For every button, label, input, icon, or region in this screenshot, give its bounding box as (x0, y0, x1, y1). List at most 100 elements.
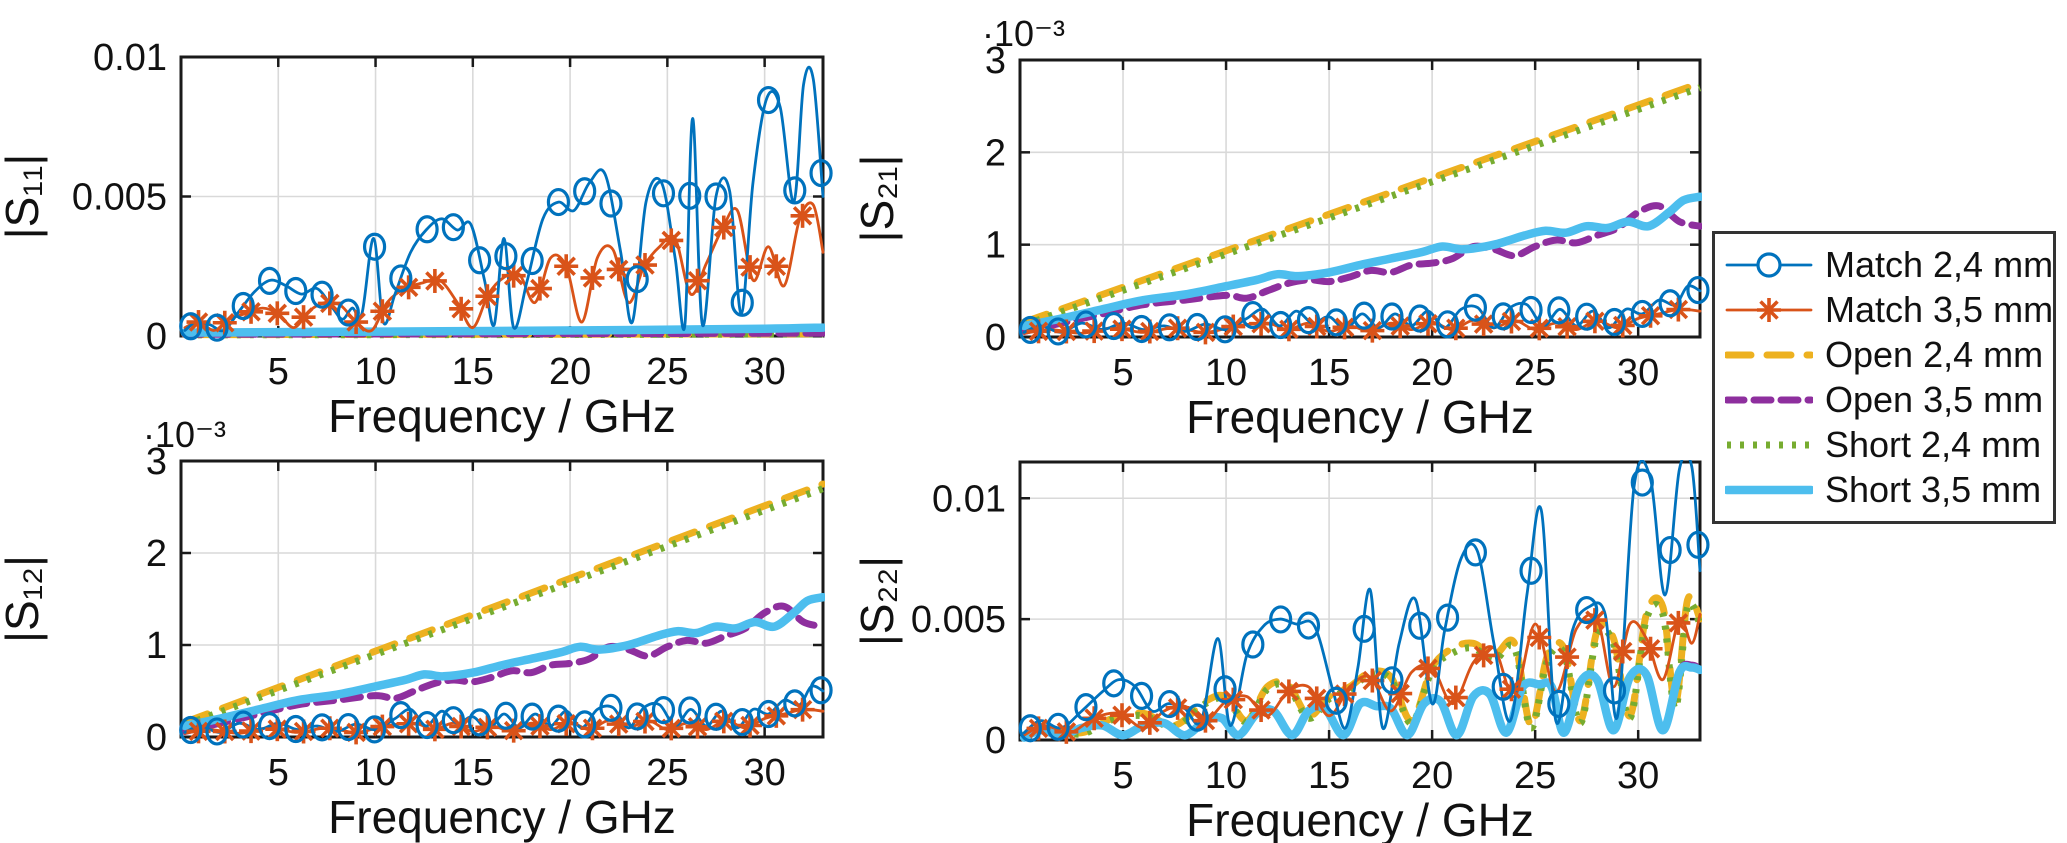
asterisk-marker (738, 255, 763, 280)
asterisk-marker (1137, 710, 1162, 735)
circle-marker (546, 187, 571, 217)
x-tick-label: 10 (354, 351, 396, 393)
x-tick-label: 5 (1112, 755, 1133, 797)
s12-series (180, 480, 825, 735)
panel-s21: 5 10 15 20 25 30 0 1 2 3 Frequency / GHz |S₂₁| ·10⁻³ (851, 13, 1710, 443)
x-tick-label: 30 (743, 351, 785, 393)
circle-marker (678, 181, 702, 210)
x-tick-label: 30 (1617, 352, 1659, 394)
asterisk-marker (659, 228, 684, 253)
y-tick-label: 2 (985, 132, 1006, 174)
circle-marker (520, 702, 544, 731)
y-tick-label: 1 (985, 225, 1006, 267)
circle-marker (1463, 538, 1487, 567)
asterisk-marker (1638, 636, 1663, 661)
circle-marker (1463, 293, 1487, 322)
circle-marker (1352, 614, 1376, 643)
s22-grid (1020, 462, 1700, 740)
asterisk-marker (475, 284, 500, 309)
asterisk-marker (685, 268, 710, 293)
x-tick-label: 20 (1411, 352, 1453, 394)
circle-marker (1018, 315, 1042, 345)
circle-marker (1630, 299, 1654, 329)
circle-marker (1102, 669, 1126, 698)
x-tick-label: 20 (549, 752, 591, 794)
circle-marker (179, 312, 203, 341)
legend-item-short-2-4-mm: Short 2,4 mm (1725, 423, 2043, 467)
circle-marker (1046, 712, 1070, 741)
s11-markers (179, 85, 833, 342)
circle-marker (678, 696, 702, 725)
legend-item-open-3-5-mm: Open 3,5 mm (1725, 378, 2043, 422)
x-tick-label: 25 (1514, 352, 1556, 394)
x-tick-label: 20 (549, 351, 591, 393)
circle-marker (1435, 603, 1460, 632)
y-exponent-label: ·10⁻³ (982, 13, 1065, 54)
circle-marker (546, 704, 571, 733)
circle-marker (1102, 311, 1126, 341)
circle-marker (310, 280, 334, 309)
y-tick-label: 2 (146, 533, 167, 575)
asterisk-marker (790, 203, 815, 228)
y-tick-label: 0 (985, 317, 1006, 359)
circle-marker (730, 288, 754, 317)
y-tick-label: 3 (146, 441, 167, 483)
circle-marker (599, 189, 623, 218)
asterisk-marker (1276, 679, 1301, 704)
circle-marker (1269, 605, 1293, 634)
asterisk-marker (606, 257, 631, 282)
circle-marker (415, 215, 439, 244)
circle-marker (1658, 289, 1682, 318)
asterisk-marker (554, 254, 579, 279)
circle-marker (1435, 310, 1460, 339)
ylabel-s22: |S₂₂| (851, 556, 903, 646)
circle-marker (1324, 686, 1348, 715)
series-open-2-4-mm-curve (1020, 79, 1702, 326)
legend-sample-match-2-4-mm (1725, 251, 1813, 278)
circle-marker (1658, 535, 1682, 565)
circle-marker (1129, 314, 1154, 344)
circle-marker (1547, 296, 1571, 325)
series-short-3-5-mm-curve (180, 323, 825, 337)
y-tick-label: 1 (146, 625, 167, 667)
y-exponent-label: ·10⁻³ (143, 414, 226, 455)
legend-item-match-2-4-mm: Match 2,4 mm (1725, 243, 2053, 287)
circle-marker (756, 699, 781, 729)
circle-marker (809, 676, 833, 705)
s12-markers (179, 676, 833, 746)
circle-marker (1519, 556, 1543, 585)
legend-sample-open-2-4-mm (1725, 351, 1813, 359)
ylabel-s12: |S₁₂| (0, 555, 48, 643)
s22-ticks (1020, 462, 1700, 742)
circle-marker (1157, 689, 1181, 719)
circle-marker (336, 712, 360, 742)
legend: Match 2,4 mm Match 3,5 mm Open 2,4 mm Open … (1712, 231, 2056, 524)
xlabel-s12: Frequency / GHz (328, 791, 676, 843)
asterisk-marker (291, 305, 316, 330)
panel-s11: 5 10 15 20 25 30 0 0.005 0.01 Frequency / GHz |S₁₁… (0, 37, 833, 442)
x-tick-label: 15 (1308, 755, 1350, 797)
circle-marker (783, 689, 807, 718)
x-tick-label: 20 (1411, 755, 1453, 797)
x-tick-label: 10 (1205, 352, 1247, 394)
circle-marker (284, 714, 308, 744)
s12-ticks (181, 459, 823, 739)
circle-marker (468, 246, 492, 275)
legend-item-short-3-5-mm: Short 3,5 mm (1725, 468, 2043, 512)
circle-marker (1296, 306, 1321, 335)
s21-ticks (1020, 58, 1700, 339)
x-tick-label: 15 (452, 752, 494, 794)
circle-marker (809, 158, 833, 188)
s21-series (1019, 79, 1702, 335)
y-tick-label: 0 (146, 717, 167, 759)
circle-marker (362, 715, 387, 744)
asterisk-marker (1610, 639, 1635, 664)
circle-marker (1630, 468, 1654, 497)
y-tick-label: 0 (146, 316, 167, 358)
legend-label: Match 2,4 mm (1825, 243, 2054, 285)
series-short-2-4-mm-curve (1022, 84, 1702, 329)
circle-marker (1018, 714, 1042, 743)
asterisk-marker (1054, 319, 1079, 344)
circle-marker (1602, 676, 1627, 705)
asterisk-marker (1527, 625, 1552, 650)
